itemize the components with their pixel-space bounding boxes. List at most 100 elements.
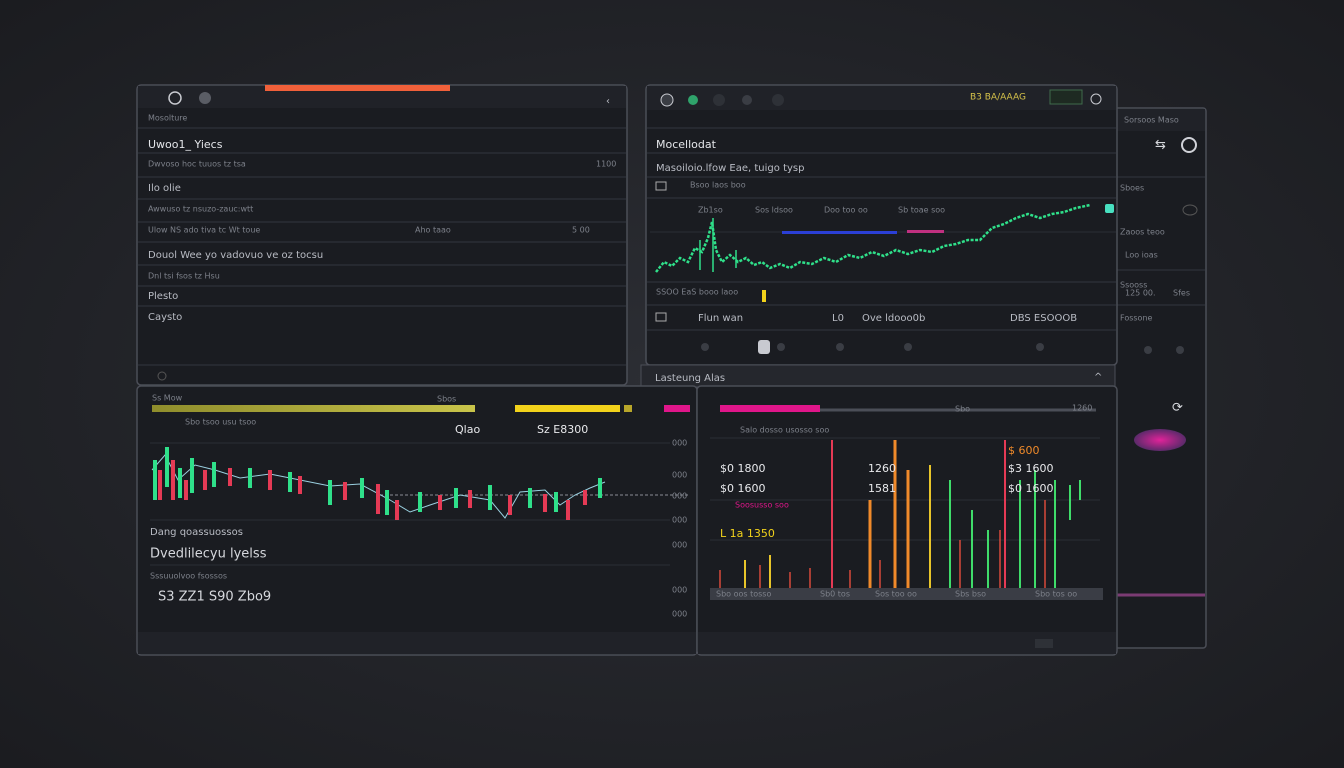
level-label: 1260: [868, 462, 896, 475]
axis-label: 000: [672, 586, 687, 595]
level-label: L 1a 1350: [720, 527, 775, 540]
chart-header: Salo dosso usosso soo: [740, 426, 829, 435]
axis-label: Sos too oo: [875, 590, 917, 599]
axis-label: Sbo oos tosso: [716, 590, 771, 599]
icon[interactable]: [688, 95, 698, 105]
icon[interactable]: [772, 94, 784, 106]
panel-header: [647, 86, 1116, 110]
progress-bar: [664, 405, 690, 412]
range-bar: [782, 231, 897, 234]
row-text: Dwvoso hoc tuuos tz tsa: [148, 160, 246, 169]
tab-label[interactable]: Mosolture: [148, 114, 187, 123]
side-item: Loo ioas: [1125, 251, 1158, 260]
chart-left-panel: Ss Mow Sbos Sbo tsoo usu tsoo Qlao Sz E8…: [136, 385, 698, 656]
dot: [777, 343, 785, 351]
status: [1049, 89, 1083, 105]
dot: [1144, 346, 1152, 354]
tab-value: Sbo: [955, 405, 970, 414]
icon[interactable]: [713, 94, 725, 106]
axis-label: 000: [672, 471, 687, 480]
row-text: Ulow NS ado tiva tc Wt toue: [148, 226, 260, 235]
footer-text: Ove ldooo0b: [862, 313, 925, 324]
side-item: Ssooss: [1120, 281, 1147, 290]
icon[interactable]: ⟳: [1172, 401, 1183, 416]
price-line: [655, 203, 1091, 273]
candles-up: [153, 447, 602, 515]
info-text: Dang qoassuossos: [150, 527, 243, 538]
spike-red: [831, 440, 1006, 588]
axis-label: Sb0 tos: [820, 590, 850, 599]
level-label: $3 1600: [1008, 462, 1054, 475]
side-item: Zaoos teoo: [1120, 228, 1165, 237]
panel: [136, 84, 628, 386]
icon[interactable]: [1181, 137, 1197, 153]
panel-footer: [138, 632, 696, 654]
dot: [1036, 343, 1044, 351]
wick: [699, 218, 737, 272]
range-bar: [907, 230, 944, 233]
spike-orange: [868, 440, 910, 588]
badge[interactable]: [1134, 429, 1186, 451]
left-panel: ‹ Mosolture Uwoo1_ Yiecs Dwvoso hoc tuuo…: [136, 84, 628, 386]
dot: [701, 343, 709, 351]
side-title: Sorsoos Maso: [1124, 116, 1179, 125]
tab-label[interactable]: Ss Mow: [152, 394, 183, 403]
spike-small: [719, 500, 1046, 588]
row-text: Awwuso tz nsuzo-zauc:wtt: [148, 205, 253, 214]
footer-text: L0: [832, 313, 844, 324]
market-panel: B3 BA/AAAG Mocellodat Masoiloio.lfow Eae…: [645, 84, 1118, 366]
progress-bar: [720, 405, 820, 412]
caption: Soosusso soo: [735, 501, 789, 510]
axis-label: 000: [672, 439, 687, 448]
footer-text: Flun wan: [698, 313, 743, 324]
icon[interactable]: [660, 93, 674, 107]
row-text: Plesto: [148, 291, 178, 302]
icon: [655, 312, 667, 322]
axis-label: Sbo tos oo: [1035, 590, 1077, 599]
footer-text: DBS ESOOOB: [1010, 313, 1077, 324]
row-value: 5 00: [572, 226, 590, 235]
icon[interactable]: ^: [1094, 372, 1102, 383]
chart-label: Zb1so: [698, 206, 723, 215]
spike-green: [949, 470, 1081, 588]
level-label: 1581: [868, 482, 896, 495]
row-text: Douol Wee yo vadovuo ve oz tocsu: [148, 250, 323, 261]
axis-label: 000: [672, 492, 687, 501]
row-value: Aho taao: [415, 226, 451, 235]
dot: [904, 343, 912, 351]
trend-line: [151, 454, 606, 519]
panel-header: [1113, 109, 1205, 131]
corner-value: 1260: [1072, 404, 1092, 413]
panel-header: [138, 86, 626, 108]
progress-bar: [624, 405, 632, 412]
icon: [1182, 204, 1198, 216]
chart-label: Qlao: [455, 423, 480, 436]
row-value: 1100: [596, 160, 616, 169]
icon[interactable]: [1090, 93, 1102, 105]
icon[interactable]: ‹: [606, 96, 610, 107]
panel-footer: [698, 632, 1116, 654]
progress-bar: [515, 405, 620, 412]
subtitle: Masoiloio.lfow Eae, tuigo tysp: [656, 163, 804, 174]
icon: [655, 181, 667, 191]
axis-band: [710, 588, 1103, 600]
spike-yellow: [744, 465, 931, 588]
side-panel: Sorsoos Maso ⇆ Sboes Zaoos teoo Loo ioas…: [1111, 107, 1207, 649]
icon[interactable]: ⇆: [1155, 138, 1166, 153]
button[interactable]: [1035, 639, 1053, 648]
side-value: Sfes: [1173, 289, 1190, 298]
side-item: Sboes: [1120, 184, 1144, 193]
icon[interactable]: [742, 95, 752, 105]
info-text: S3 ZZ1 S90 Zbo9: [158, 590, 271, 605]
caption: Sbo tsoo usu tsoo: [185, 418, 256, 427]
row-text: Dnl tsi fsos tz Hsu: [148, 272, 220, 281]
chart-label: Doo too oo: [824, 206, 868, 215]
icon[interactable]: [168, 91, 182, 105]
axis-label: 000: [672, 610, 687, 619]
icon[interactable]: [199, 92, 211, 104]
icon[interactable]: [758, 340, 770, 354]
panel-title: Uwoo1_ Yiecs: [148, 138, 223, 151]
chart-label: Sb toae soo: [898, 206, 945, 215]
progress-bar: [152, 405, 475, 412]
